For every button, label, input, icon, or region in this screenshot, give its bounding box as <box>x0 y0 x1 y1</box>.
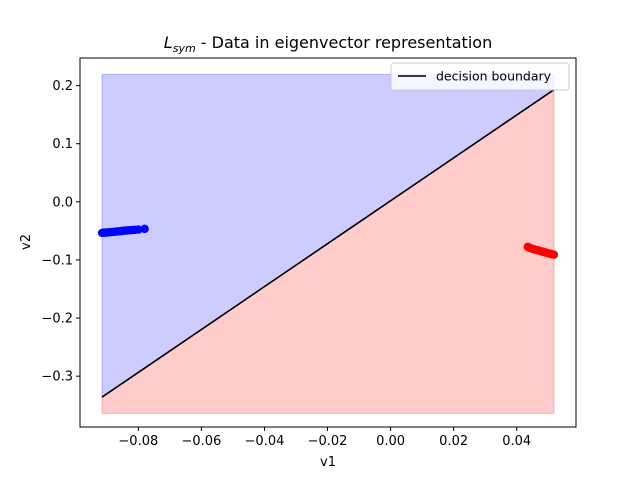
red-point <box>549 250 559 259</box>
legend: decision boundary <box>390 62 570 91</box>
x-tick-label: 0.04 <box>502 434 531 449</box>
legend-label-decision-boundary: decision boundary <box>436 69 552 84</box>
y-tick-label: 0.2 <box>52 79 73 94</box>
x-tick-label: 0.00 <box>376 434 405 449</box>
decision-boundary-group <box>101 89 555 398</box>
blue-point <box>140 224 149 234</box>
x-tick-label: 0.02 <box>439 434 468 449</box>
legend-box <box>390 62 570 91</box>
blue-point <box>134 225 143 234</box>
data-points <box>97 224 559 259</box>
x-axis-label: v1 <box>320 455 336 470</box>
y-axis-label: v2 <box>19 234 34 250</box>
title-text: - Data in eigenvector representation <box>196 33 493 52</box>
y-tick-label: −0.1 <box>41 253 73 268</box>
y-tick-label: −0.3 <box>41 370 73 385</box>
decision-boundary-line <box>101 89 555 398</box>
chart-title: Lsym - Data in eigenvector representatio… <box>164 33 492 55</box>
title-symbol: L <box>164 33 173 52</box>
x-tick-label: −0.04 <box>245 434 285 449</box>
title-subscript: sym <box>173 42 196 55</box>
x-axis-ticks: −0.08 −0.06 −0.04 −0.02 0.00 0.02 0.04 <box>118 427 531 449</box>
x-tick-label: −0.02 <box>308 434 348 449</box>
y-tick-label: 0.1 <box>52 137 73 152</box>
x-tick-label: −0.06 <box>181 434 221 449</box>
y-axis-ticks: 0.2 0.1 0.0 −0.1 −0.2 −0.3 <box>41 79 80 385</box>
x-tick-label: −0.08 <box>118 434 158 449</box>
decision-regions <box>101 74 555 414</box>
y-tick-label: 0.0 <box>52 195 73 210</box>
y-tick-label: −0.2 <box>41 312 73 327</box>
